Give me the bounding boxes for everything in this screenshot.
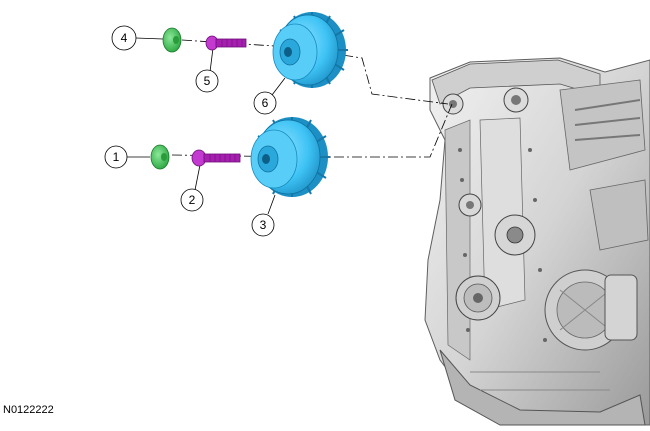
callout-6-label: 6 bbox=[262, 96, 269, 110]
lower-alignment-line bbox=[171, 103, 453, 158]
lower-plug bbox=[150, 144, 170, 170]
callout-1-label: 1 bbox=[113, 150, 120, 164]
callout-leaders bbox=[127, 37, 286, 215]
engine-block bbox=[424, 57, 650, 426]
lower-bolt bbox=[191, 149, 241, 167]
callout-3: 3 bbox=[251, 213, 275, 237]
upper-alignment-line bbox=[181, 39, 449, 105]
oil-filter bbox=[604, 274, 638, 341]
upper-plug bbox=[162, 27, 182, 53]
alignment-lines bbox=[171, 39, 453, 158]
upper-bolt bbox=[205, 35, 247, 51]
callout-3-label: 3 bbox=[260, 218, 267, 232]
water-pump-pulley bbox=[494, 214, 536, 256]
callout-2: 2 bbox=[180, 188, 204, 212]
callout-1: 1 bbox=[104, 145, 128, 169]
callout-4: 4 bbox=[111, 25, 137, 51]
lower-camshaft-sprocket bbox=[250, 117, 330, 197]
camshaft-end-lower bbox=[503, 87, 529, 113]
upper-camshaft-sprocket bbox=[272, 12, 348, 88]
callout-5-label: 5 bbox=[204, 74, 211, 88]
callout-6: 6 bbox=[253, 91, 277, 115]
crankshaft-pulley bbox=[455, 275, 501, 321]
callout-2-label: 2 bbox=[189, 193, 196, 207]
callout-5: 5 bbox=[195, 69, 219, 93]
callout-4-label: 4 bbox=[121, 31, 128, 45]
idler-pulley bbox=[458, 193, 482, 217]
figure-id-label: N0122222 bbox=[3, 404, 54, 416]
